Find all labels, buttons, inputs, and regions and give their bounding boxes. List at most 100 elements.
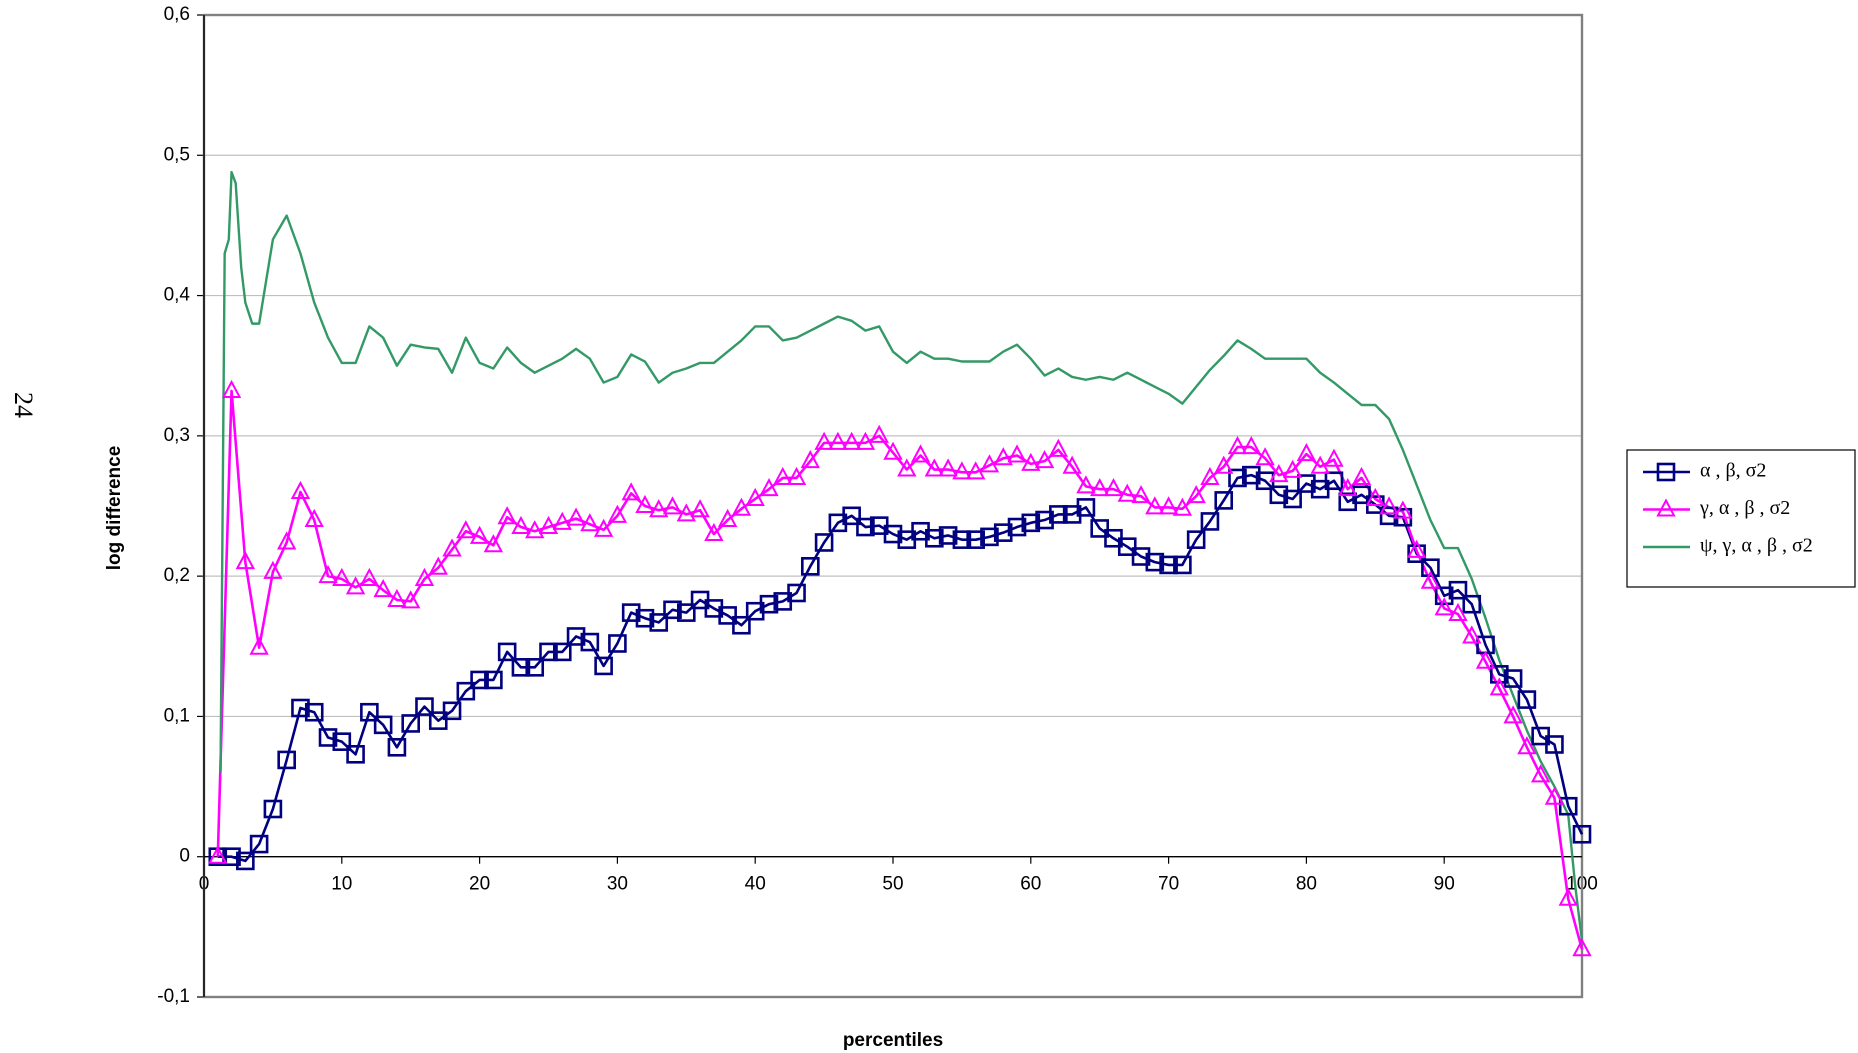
y-tick-label: -0,1 <box>157 986 190 1007</box>
x-tick-label: 10 <box>331 874 352 895</box>
marker-triangle <box>966 461 986 480</box>
marker-square <box>1117 537 1137 556</box>
marker-square <box>236 851 255 871</box>
x-tick-label: 80 <box>1296 874 1317 895</box>
marker-square <box>1572 824 1592 844</box>
marker-triangle <box>745 487 765 506</box>
marker-triangle <box>387 588 407 607</box>
marker-square <box>373 715 393 735</box>
marker-triangle <box>1021 452 1041 471</box>
marker-triangle <box>359 567 380 586</box>
marker-triangle <box>621 482 641 501</box>
marker-triangle <box>910 444 931 463</box>
marker-square <box>484 670 503 690</box>
marker-triangle <box>1200 466 1220 485</box>
series-line <box>219 170 1584 942</box>
marker-square <box>1462 594 1482 614</box>
marker-square <box>1490 665 1509 684</box>
marker-triangle <box>773 466 793 485</box>
marker-square <box>1656 462 1676 482</box>
marker-triangle <box>1406 539 1427 558</box>
marker-square <box>539 642 558 662</box>
marker-triangle <box>676 503 696 522</box>
marker-triangle <box>1393 500 1413 519</box>
marker-triangle <box>1558 887 1578 906</box>
marker-square <box>1407 544 1426 563</box>
marker-square <box>938 526 958 545</box>
marker-triangle <box>759 478 779 497</box>
marker-triangle <box>401 590 421 609</box>
marker-triangle <box>1090 478 1110 497</box>
marker-square <box>1241 465 1261 485</box>
marker-square <box>1173 555 1192 575</box>
marker-square <box>1421 558 1440 578</box>
marker-square <box>442 701 462 721</box>
marker-triangle <box>924 458 945 477</box>
marker-triangle <box>1172 497 1193 516</box>
marker-square <box>1434 586 1454 606</box>
marker-square <box>470 670 489 690</box>
marker-triangle <box>1062 455 1082 474</box>
marker-square <box>304 702 324 722</box>
y-tick-label: 0,2 <box>164 565 190 586</box>
marker-square <box>883 524 903 544</box>
marker-square <box>1186 530 1206 549</box>
marker-triangle <box>1310 455 1330 474</box>
marker-square <box>980 527 999 547</box>
marker-square <box>360 702 379 722</box>
marker-triangle <box>1324 448 1344 467</box>
marker-triangle <box>1365 487 1385 506</box>
x-tick-label: 20 <box>469 874 490 895</box>
marker-triangle <box>373 579 393 598</box>
marker-square <box>1558 796 1578 816</box>
marker-triangle <box>869 424 889 443</box>
marker-triangle <box>235 550 256 570</box>
marker-square <box>814 533 834 552</box>
marker-triangle <box>1158 496 1179 515</box>
marker-triangle <box>552 511 572 530</box>
marker-square <box>801 557 820 576</box>
marker-triangle <box>1255 447 1275 466</box>
marker-triangle <box>580 513 600 532</box>
marker-square <box>787 583 806 603</box>
marker-triangle <box>497 506 517 525</box>
marker-square <box>663 600 682 620</box>
marker-square <box>387 737 407 757</box>
marker-triangle <box>690 499 710 518</box>
marker-square <box>952 530 972 549</box>
marker-triangle <box>952 461 972 480</box>
marker-square <box>318 728 338 747</box>
marker-triangle <box>456 520 476 539</box>
marker-square <box>635 608 655 628</box>
marker-square <box>1517 690 1537 709</box>
marker-triangle <box>786 466 807 485</box>
marker-square <box>1214 491 1234 510</box>
marker-triangle <box>1572 938 1592 957</box>
marker-square <box>594 656 613 676</box>
marker-square <box>676 603 696 622</box>
marker-square <box>1283 489 1302 509</box>
marker-square <box>842 506 861 526</box>
marker-triangle <box>1282 459 1303 478</box>
marker-triangle <box>538 515 559 535</box>
marker-triangle <box>1489 677 1509 696</box>
marker-triangle <box>607 504 628 523</box>
marker-triangle <box>993 447 1013 466</box>
marker-square <box>1448 580 1468 600</box>
marker-triangle <box>249 636 269 655</box>
marker-triangle <box>814 431 834 450</box>
marker-square <box>1324 471 1344 491</box>
marker-square <box>428 711 448 730</box>
marker-triangle <box>1379 496 1399 515</box>
marker-square <box>332 732 352 751</box>
marker-triangle <box>304 508 324 528</box>
marker-square <box>277 750 296 770</box>
marker-square <box>552 642 572 662</box>
marker-triangle <box>263 560 283 579</box>
marker-triangle <box>483 534 504 553</box>
marker-square <box>1021 513 1041 533</box>
marker-square <box>993 523 1013 542</box>
marker-triangle <box>649 499 669 518</box>
marker-triangle <box>525 520 545 539</box>
